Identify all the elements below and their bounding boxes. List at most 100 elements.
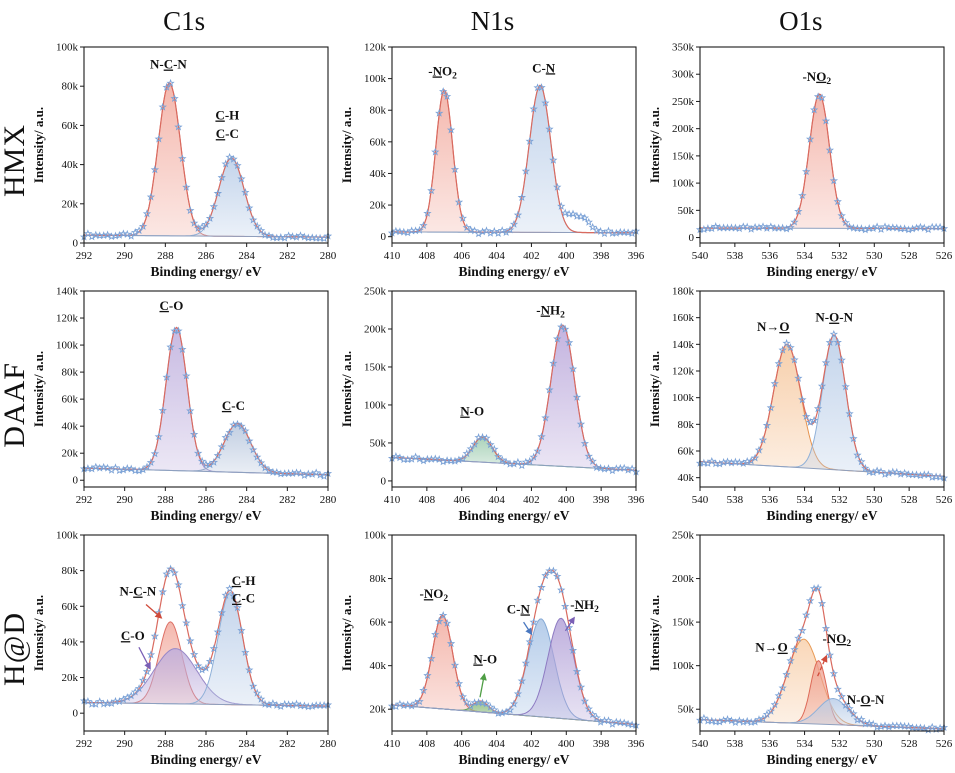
x-tick-label: 284 xyxy=(238,738,255,750)
y-axis-label: Intensity/ a.u. xyxy=(340,351,354,427)
x-tick-label: 536 xyxy=(762,494,779,506)
y-tick-label: 150k xyxy=(364,361,387,373)
x-tick-label: 286 xyxy=(197,494,214,506)
plot-frame xyxy=(699,46,945,244)
x-tick-label: 528 xyxy=(901,494,918,506)
x-tick-label: 404 xyxy=(488,494,505,506)
plot-frame xyxy=(83,290,329,488)
y-tick-label: 0 xyxy=(689,232,695,244)
peak-annotation: N→O xyxy=(756,640,789,655)
x-tick-label: 402 xyxy=(523,738,540,750)
y-tick-label: 80k xyxy=(61,367,78,379)
y-tick-label: 0 xyxy=(72,238,78,250)
y-tick-label: 80k xyxy=(369,105,386,117)
x-tick-label: 292 xyxy=(75,738,92,750)
x-tick-label: 526 xyxy=(936,494,953,506)
peak-line-C-O xyxy=(83,326,328,476)
y-tick-label: 40k xyxy=(369,660,386,672)
y-tick-label: 100k xyxy=(56,340,79,352)
x-tick-label: 540 xyxy=(692,738,709,750)
x-tick-label: 526 xyxy=(936,250,953,262)
y-tick-label: 50k xyxy=(678,205,695,217)
x-tick-label: 532 xyxy=(832,738,849,750)
y-tick-label: 50k xyxy=(369,437,386,449)
y-tick-label: 40k xyxy=(369,168,386,180)
peak-fill-C-O xyxy=(83,648,328,707)
y-tick-label: 20k xyxy=(61,448,78,460)
x-tick-label: 284 xyxy=(238,250,255,262)
x-tick-label: 406 xyxy=(453,738,470,750)
y-tick-label: 100k xyxy=(364,399,387,411)
y-tick-label: 20k xyxy=(369,200,386,212)
x-tick-label: 400 xyxy=(558,250,575,262)
spectrum-plot-daaf-o1s: 540 538 536 534 532 530 528 526 40k 60k 80k 100k 120… xyxy=(648,286,953,524)
plot-frame xyxy=(391,290,637,488)
y-tick-label: 40k xyxy=(61,636,78,648)
peak-annotation: -NO2 xyxy=(420,586,449,604)
y-tick-label: 100k xyxy=(672,178,695,190)
peak-annotation: C-C xyxy=(232,591,255,606)
y-tick-label: 60k xyxy=(369,617,386,629)
peak-annotation: C-O xyxy=(121,628,145,643)
y-tick-label: 140k xyxy=(672,339,695,351)
y-tick-label: 250k xyxy=(672,530,695,542)
x-tick-label: 404 xyxy=(488,250,505,262)
x-tick-label: 282 xyxy=(279,494,296,506)
fit-baseline xyxy=(391,704,637,725)
data-point-markers xyxy=(387,83,641,238)
y-tick-label: 300k xyxy=(672,69,695,81)
peak-annotation: C-N xyxy=(532,60,556,75)
y-tick-label: 0 xyxy=(72,475,78,487)
peak-fill-N-O-N xyxy=(700,698,945,729)
row-label-hd: H@D xyxy=(0,612,31,686)
y-tick-label: 60k xyxy=(61,601,78,613)
y-tick-label: 40k xyxy=(678,472,695,484)
y-tick-label: 40k xyxy=(61,421,78,433)
spectrum-plot-hmx-o1s: 540 538 536 534 532 530 528 526 0 50k 100k 150k 200k… xyxy=(648,42,953,280)
x-tick-label: 396 xyxy=(628,738,645,750)
data-point-markers xyxy=(387,322,641,476)
column-title-o1s: O1s xyxy=(779,6,823,36)
y-tick-label: 140k xyxy=(56,286,79,298)
peak-annotation: -NO2 xyxy=(803,69,832,87)
peak-annotation: C-H xyxy=(215,108,239,123)
y-tick-label: 150k xyxy=(672,617,695,629)
spectrum-plot-daaf-n1s: 410 408 406 404 402 400 398 396 0 50k 100k 150k 200k… xyxy=(340,286,645,524)
peak-line--NH2 xyxy=(391,324,637,471)
x-tick-label: 398 xyxy=(593,250,610,262)
x-tick-label: 286 xyxy=(197,250,214,262)
y-tick-label: 60k xyxy=(678,446,695,458)
x-tick-label: 410 xyxy=(384,494,401,506)
fit-envelope-line xyxy=(83,82,328,238)
y-tick-label: 200k xyxy=(364,323,387,335)
x-tick-label: 280 xyxy=(319,738,336,750)
peak-annotation: -NH2 xyxy=(536,303,565,321)
spectrum-plot-hd-c1s: 292 290 288 286 284 282 280 0 20k 40k 60k 80k 100k Bi… xyxy=(32,530,337,768)
y-tick-label: 20k xyxy=(61,672,78,684)
peak-annotation: N-O xyxy=(473,651,497,666)
x-axis-label: Binding energy/ eV xyxy=(767,264,878,279)
x-tick-label: 530 xyxy=(866,494,883,506)
y-tick-label: 80k xyxy=(61,81,78,93)
x-tick-label: 396 xyxy=(628,250,645,262)
y-axis-label: Intensity/ a.u. xyxy=(32,595,46,671)
plot-frame xyxy=(699,290,945,488)
x-tick-label: 538 xyxy=(727,738,744,750)
x-tick-label: 400 xyxy=(558,494,575,506)
y-tick-label: 120k xyxy=(56,313,79,325)
x-tick-label: 400 xyxy=(558,738,575,750)
spectrum-plot-hd-o1s: 540 538 536 534 532 530 528 526 50k 100k 150k 200k 2… xyxy=(648,530,953,768)
peak-fill--NH2 xyxy=(391,618,636,725)
spectra-grid: HMX 292 290 288 286 284 282 280 0 20k 40k 60k 80k 10… xyxy=(0,39,955,771)
y-tick-label: 120k xyxy=(364,42,387,54)
x-tick-label: 410 xyxy=(384,738,401,750)
annotation-arrow xyxy=(137,646,151,670)
x-tick-label: 280 xyxy=(319,494,336,506)
x-axis-label: Binding energy/ eV xyxy=(767,752,878,767)
annotation-arrow xyxy=(817,654,828,677)
x-tick-label: 528 xyxy=(901,250,918,262)
data-point-markers xyxy=(79,326,332,480)
x-tick-label: 290 xyxy=(116,250,133,262)
plot-frame xyxy=(391,46,637,244)
